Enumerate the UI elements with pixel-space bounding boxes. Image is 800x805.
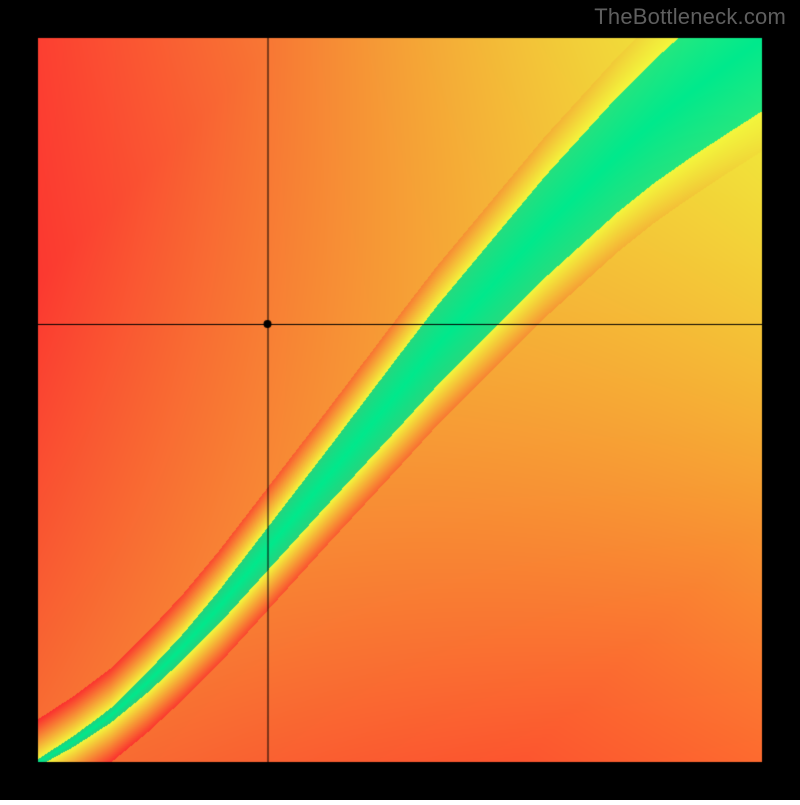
heatmap-canvas <box>0 0 800 800</box>
watermark-text: TheBottleneck.com <box>594 4 786 30</box>
heatmap-plot <box>0 0 800 805</box>
